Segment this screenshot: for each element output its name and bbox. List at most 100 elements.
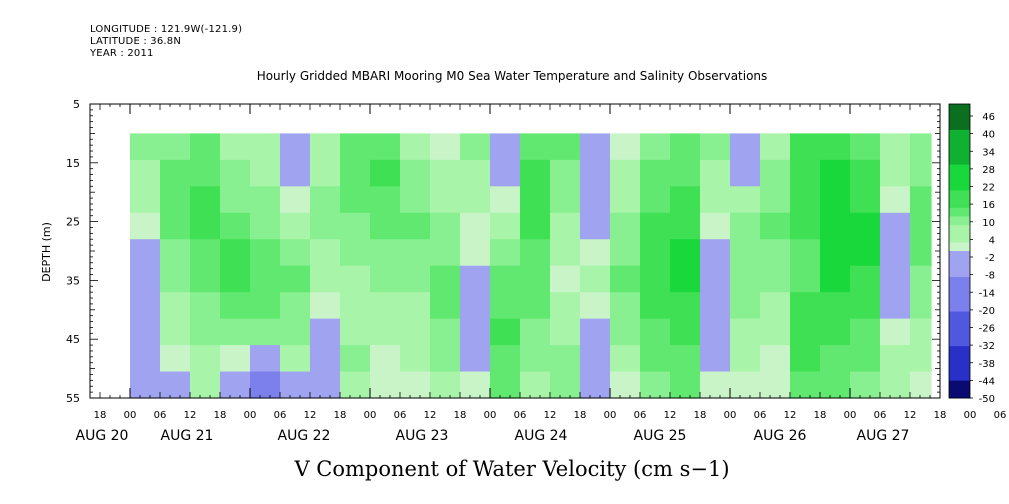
heatmap-cell [400, 186, 431, 214]
colorbar-band [949, 225, 970, 235]
x-hour-tick-label: 06 [154, 410, 167, 421]
heatmap-cell [610, 212, 641, 240]
heatmap-cell [820, 265, 851, 293]
heatmap-cell [490, 292, 521, 320]
heatmap-cell [340, 186, 371, 214]
heatmap-cell [280, 371, 311, 399]
colorbar-band [949, 294, 970, 304]
x-hour-tick-label: 12 [424, 410, 437, 421]
heatmap-cell [610, 318, 641, 346]
heatmap-cell [610, 345, 641, 373]
y-tick-label: 5 [73, 98, 80, 111]
heatmap-cell [670, 239, 701, 267]
heatmap-cell [550, 345, 581, 373]
colorbar-label: 46 [982, 112, 995, 123]
heatmap-cell [670, 212, 701, 240]
heatmap-cell [580, 318, 611, 346]
heatmap-cell [550, 292, 581, 320]
heatmap-cell [130, 265, 161, 293]
colorbar-band [949, 276, 970, 287]
x-day-label: AUG 27 [857, 428, 910, 444]
heatmap-cell [190, 345, 221, 373]
x-hour-tick-label: 06 [994, 410, 1007, 421]
colorbar-label: 16 [982, 200, 995, 211]
heatmap-cell [790, 371, 821, 399]
y-axis-title: DEPTH (m) [40, 222, 53, 282]
latitude-label: LATITUDE : 36.8N [90, 36, 182, 47]
x-hour-tick-label: 06 [394, 410, 407, 421]
colorbar-label: -20 [979, 306, 995, 317]
colorbar-band [949, 354, 970, 364]
colorbar-label: -38 [979, 359, 995, 370]
x-hour-tick-label: 18 [574, 410, 587, 421]
x-hour-tick-label: 18 [334, 410, 347, 421]
heatmap-cell [460, 186, 491, 214]
heatmap-cell [490, 186, 521, 214]
colorbar-label: 40 [982, 130, 995, 141]
heatmap-cell [490, 265, 521, 293]
heatmap-cell [430, 239, 461, 267]
heatmap-cell [160, 318, 191, 346]
heatmap-cell [700, 186, 731, 214]
heatmap-cell [910, 133, 932, 161]
heatmap-cell [340, 371, 371, 399]
heatmap-cell [250, 186, 281, 214]
colorbar-label: -26 [979, 324, 995, 335]
heatmap-cell [340, 159, 371, 187]
heatmap-cell [760, 265, 791, 293]
x-day-label: AUG 20 [76, 428, 129, 444]
heatmap-cell [520, 292, 551, 320]
chart-title: Hourly Gridded MBARI Mooring M0 Sea Wate… [257, 69, 768, 83]
heatmap-cell [760, 186, 791, 214]
heatmap-cell [520, 186, 551, 214]
heatmap-cell [640, 265, 671, 293]
heatmap-cell [670, 133, 701, 161]
y-tick-label: 55 [66, 392, 80, 405]
heatmap-cell [760, 345, 791, 373]
heatmap-cell [610, 186, 641, 214]
colorbar-band [949, 181, 970, 191]
colorbar-band [949, 328, 970, 338]
heatmap-cell [580, 159, 611, 187]
heatmap-cell [460, 345, 491, 373]
colorbar-band [949, 320, 970, 330]
heatmap-cell [250, 239, 281, 267]
heatmap-cell [490, 133, 521, 161]
heatmap-cell [370, 239, 401, 267]
heatmap-cell [760, 292, 791, 320]
heatmap-cell [310, 133, 341, 161]
heatmap-cell [280, 186, 311, 214]
heatmap-cell [130, 345, 161, 373]
heatmap-cell [430, 345, 461, 373]
heatmap-cell [340, 292, 371, 320]
heatmap-cell [820, 212, 851, 240]
heatmap-cell [640, 186, 671, 214]
heatmap-cell [580, 186, 611, 214]
heatmap-cell [400, 371, 431, 399]
heatmap-cell [190, 292, 221, 320]
heatmap-cell [220, 371, 251, 399]
heatmap-cell [220, 318, 251, 346]
heatmap-cell [190, 239, 221, 267]
colorbar: 46 40 34 28 22 16 10 4 -2 -8 -14 -20 -26 -32 -38 -44 -50 [948, 103, 995, 405]
heatmap-cell [280, 212, 311, 240]
heatmap-cell [610, 371, 641, 399]
heatmap-cell [190, 212, 221, 240]
colorbar-band [949, 242, 970, 252]
x-day-label: AUG 24 [515, 428, 568, 444]
heatmap-cell [280, 133, 311, 161]
heatmap-cell [370, 371, 401, 399]
x-hour-tick-label: 18 [934, 410, 947, 421]
colorbar-band [949, 138, 970, 148]
heatmap-cell [550, 186, 581, 214]
heatmap-cell [430, 212, 461, 240]
heatmap-cell [520, 345, 551, 373]
heatmap-cell [730, 265, 761, 293]
x-hour-tick-label: 18 [214, 410, 227, 421]
heatmap-cell [700, 212, 731, 240]
heatmap-cell [550, 265, 581, 293]
heatmap-cell [340, 265, 371, 293]
heatmap-cell [400, 133, 431, 161]
heatmap-cell [310, 345, 341, 373]
x-day-label: AUG 26 [754, 428, 807, 444]
